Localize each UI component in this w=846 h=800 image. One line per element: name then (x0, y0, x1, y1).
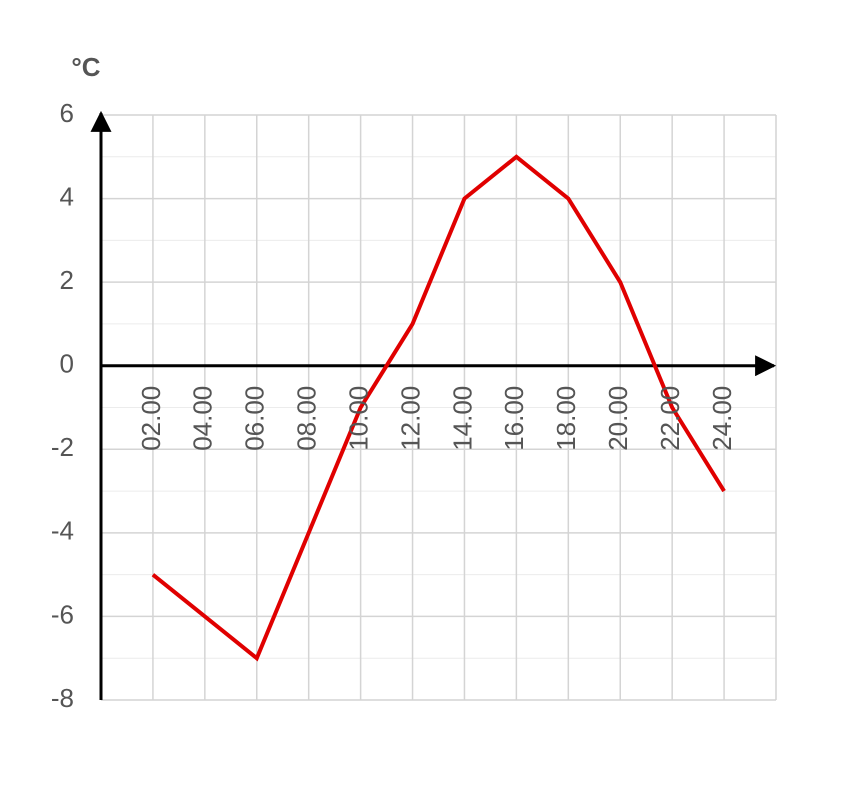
line-series (151, 154, 726, 662)
x-tick-label: 16.00 (499, 386, 529, 451)
x-tick-label: 08.00 (292, 386, 322, 451)
x-tick-label: 24.00 (707, 386, 737, 451)
y-tick-label: -2 (51, 432, 74, 462)
y-tick-label: 0 (60, 349, 74, 379)
x-tick-label: 14.00 (447, 386, 477, 451)
x-tick-label: 22.00 (655, 386, 685, 451)
y-tick-label: -4 (51, 516, 74, 546)
y-tick-label: 4 (60, 181, 74, 211)
y-tick-label: -6 (51, 599, 74, 629)
x-tick-label: 12.00 (395, 386, 425, 451)
y-tick-label: -8 (51, 683, 74, 713)
x-tick-label: 18.00 (551, 386, 581, 451)
x-tick-label: 04.00 (188, 386, 218, 451)
x-tick-label: 06.00 (240, 386, 270, 451)
x-tick-label: 10.00 (343, 386, 373, 451)
y-tick-label: 6 (60, 98, 74, 128)
y-axis-label: °C (71, 52, 100, 82)
x-tick-label: 02.00 (136, 386, 166, 451)
y-tick-label: 2 (60, 265, 74, 295)
x-tick-label: 20.00 (603, 386, 633, 451)
